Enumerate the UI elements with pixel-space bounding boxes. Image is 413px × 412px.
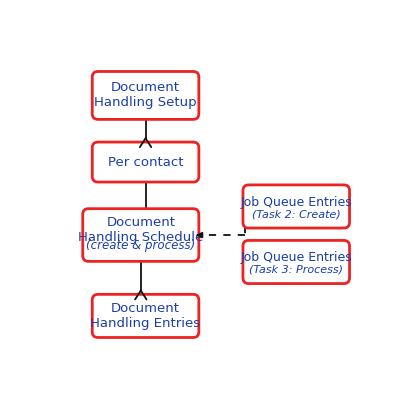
- FancyBboxPatch shape: [83, 209, 198, 261]
- Text: Job Queue Entries: Job Queue Entries: [240, 196, 351, 209]
- Text: Document
Handling Entries: Document Handling Entries: [90, 302, 200, 330]
- Text: Document
Handling Schedule: Document Handling Schedule: [78, 215, 203, 243]
- Text: (Task 2: Create): (Task 2: Create): [251, 209, 340, 220]
- FancyBboxPatch shape: [242, 185, 349, 228]
- FancyBboxPatch shape: [92, 294, 198, 337]
- Text: Job Queue Entries: Job Queue Entries: [240, 251, 351, 265]
- FancyBboxPatch shape: [92, 72, 198, 119]
- Text: Per contact: Per contact: [107, 156, 183, 169]
- Text: Document
Handling Setup: Document Handling Setup: [94, 82, 197, 110]
- Text: (Task 3: Process): (Task 3: Process): [249, 265, 342, 275]
- FancyBboxPatch shape: [242, 241, 349, 283]
- FancyBboxPatch shape: [92, 142, 198, 182]
- Text: (create & process): (create & process): [86, 239, 195, 252]
